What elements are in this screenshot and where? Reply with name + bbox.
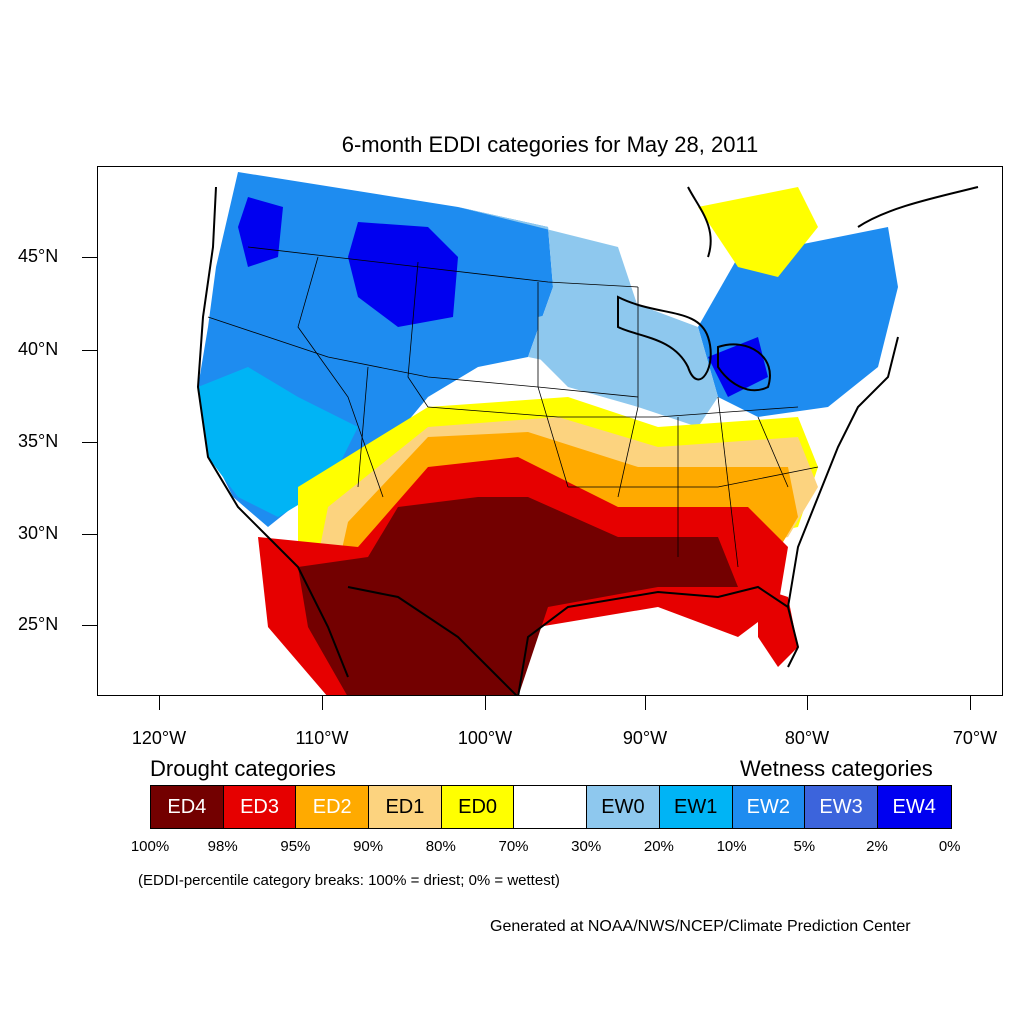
legend-break-label: 90% (353, 838, 384, 855)
wet-midwest-light (538, 297, 718, 427)
lat-label-40: 40°N (18, 339, 59, 359)
eddi-map (97, 166, 1003, 696)
dry-ed4 (298, 497, 738, 695)
lat-label-25: 25°N (18, 614, 59, 634)
legend-break-label: 0% (938, 838, 961, 855)
lon-tick (159, 696, 160, 710)
legend-category-ew0: EW0 (587, 786, 660, 828)
legend-category-ew2: EW2 (732, 786, 806, 828)
legend-category-ew1: EW1 (659, 786, 733, 828)
lon-tick (322, 696, 323, 710)
lat-label-30: 30°N (18, 523, 59, 543)
legend-break-label: 95% (280, 838, 311, 855)
lon-label-90: 90°W (622, 728, 668, 748)
lon-label-110: 110°W (295, 728, 349, 748)
lon-tick (485, 696, 486, 710)
wet-north-dark (348, 222, 458, 327)
legend-break-label: 20% (643, 838, 674, 855)
legend-category-ed4: ED4 (151, 786, 224, 828)
lat-tick (82, 350, 97, 351)
legend-category-ew4: EW4 (877, 786, 951, 828)
legend-category-ed0: ED0 (441, 786, 515, 828)
legend-break-label: 70% (498, 838, 529, 855)
legend-break-label: 5% (793, 838, 816, 855)
wetness-heading: Wetness categories (740, 756, 933, 781)
legend-category-ed1: ED1 (369, 786, 442, 828)
lon-tick (970, 696, 971, 710)
drought-heading: Drought categories (150, 756, 336, 781)
lat-tick (82, 625, 97, 626)
legend-break-label: 2% (866, 838, 888, 855)
wet-regions (198, 172, 898, 527)
legend-category-ew3: EW3 (805, 786, 878, 828)
category-note: (EDDI-percentile category breaks: 100% =… (138, 872, 560, 889)
lat-label-35: 35°N (18, 431, 59, 451)
lat-tick (82, 257, 97, 258)
lat-tick (82, 442, 97, 443)
lon-tick (807, 696, 808, 710)
legend-category-ed3: ED3 (223, 786, 297, 828)
map-title: 6-month EDDI categories for May 28, 2011 (341, 132, 759, 157)
legend-break-label: 80% (425, 838, 456, 855)
wet-ne-dark (708, 337, 768, 397)
legend-category-ed2: ED2 (296, 786, 370, 828)
lon-label-80: 80°W (784, 728, 830, 748)
lat-tick (82, 534, 97, 535)
legend-break-label: 100% (130, 838, 170, 855)
legend-break-label: 10% (716, 838, 747, 855)
lon-tick (645, 696, 646, 710)
dry-regions (258, 397, 818, 695)
legend-break-label: 30% (571, 838, 602, 855)
legend-break-label: 98% (207, 838, 238, 855)
credit-text: Generated at NOAA/NWS/NCEP/Climate Predi… (490, 918, 911, 935)
legend-category-neutral (514, 786, 588, 828)
lat-label-45: 45°N (18, 246, 59, 266)
lon-label-100: 100°W (457, 728, 513, 748)
yellow-canada (698, 187, 818, 277)
lon-label-70: 70°W (952, 728, 998, 748)
conus-map-svg (196, 172, 979, 695)
state-boundaries (207, 246, 819, 568)
coastline (196, 186, 979, 695)
legend-colorbar: ED4 ED3 ED2 ED1 ED0 EW0 EW1 EW2 EW3 EW4 (150, 785, 952, 829)
lon-label-120: 120°W (131, 728, 187, 748)
